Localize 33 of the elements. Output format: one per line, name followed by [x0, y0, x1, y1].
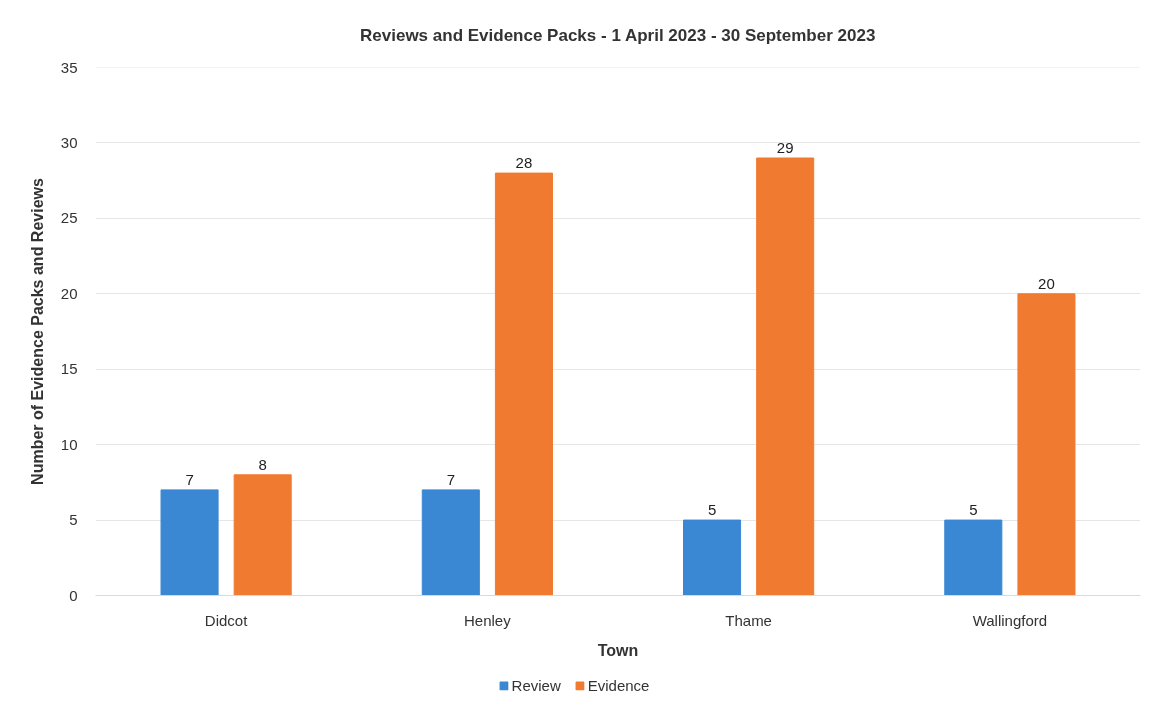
y-tick-label: 30 [60, 133, 78, 151]
data-label: 5 [969, 501, 978, 519]
chart-title: Reviews and Evidence Packs - 1 April 2023 - 30 September 2023 [360, 25, 876, 45]
bar [683, 519, 742, 596]
y-tick-label: 0 [69, 586, 78, 604]
bar [494, 172, 553, 596]
bar [1017, 293, 1076, 596]
y-tick-label: 15 [60, 360, 78, 378]
y-tick-label: 5 [69, 511, 78, 529]
legend-label: Review [511, 676, 561, 694]
data-label: 7 [185, 470, 194, 488]
y-axis-title: Number of Evidence Packs and Reviews [28, 178, 46, 485]
y-tick-label: 25 [60, 209, 78, 227]
data-label: 28 [515, 154, 533, 172]
y-tick-label: 35 [60, 58, 78, 76]
y-tick-label: 10 [60, 435, 78, 453]
bar [944, 519, 1003, 596]
data-label: 8 [258, 455, 267, 473]
x-tick-label: Henley [464, 611, 512, 629]
x-tick-label: Thame [725, 611, 772, 629]
x-tick-label: Didcot [204, 611, 249, 629]
data-label: 29 [776, 139, 794, 157]
data-label: 7 [446, 470, 455, 488]
bar [421, 489, 480, 596]
x-axis-title: Town [597, 641, 639, 659]
x-tick-label: Wallingford [972, 611, 1048, 629]
legend-label: Evidence [587, 676, 650, 694]
bar [233, 474, 292, 596]
y-tick-label: 20 [60, 284, 78, 302]
bar [160, 489, 219, 596]
data-label: 20 [1038, 274, 1055, 292]
data-label: 5 [707, 501, 717, 519]
bar [756, 157, 815, 596]
